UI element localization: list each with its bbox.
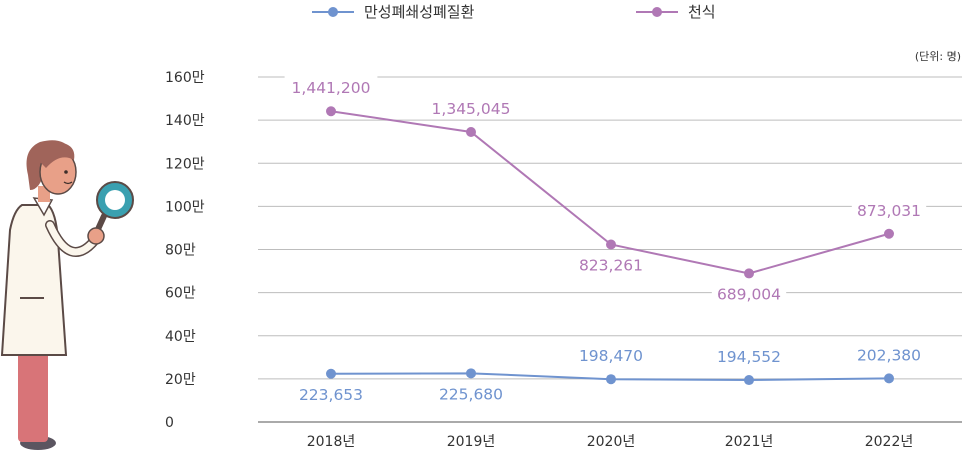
data-label: 873,031 xyxy=(857,202,921,220)
data-point xyxy=(466,127,476,137)
data-label: 823,261 xyxy=(579,256,643,274)
data-point xyxy=(606,239,616,249)
data-point xyxy=(744,375,754,385)
data-point xyxy=(744,268,754,278)
legend-label: 만성폐쇄성폐질환 xyxy=(364,3,475,21)
legend-marker xyxy=(652,7,662,17)
data-point xyxy=(884,373,894,383)
x-tick-label: 2019년 xyxy=(447,434,496,450)
legend-label: 천식 xyxy=(688,3,716,21)
data-point xyxy=(466,368,476,378)
y-tick-label: 80만 xyxy=(165,243,196,259)
legend-marker xyxy=(328,7,338,17)
x-tick-label: 2020년 xyxy=(587,434,636,450)
y-tick-label: 0 xyxy=(165,415,174,431)
doctor-with-magnifier-icon xyxy=(2,140,133,450)
y-tick-label: 160만 xyxy=(165,70,205,86)
data-point xyxy=(884,229,894,239)
data-label: 225,680 xyxy=(439,385,503,403)
data-point xyxy=(326,369,336,379)
data-label: 223,653 xyxy=(299,386,363,404)
x-tick-label: 2021년 xyxy=(725,434,774,450)
data-label: 198,470 xyxy=(579,347,643,365)
x-tick-label: 2022년 xyxy=(865,434,914,450)
y-tick-label: 40만 xyxy=(165,329,196,345)
data-point xyxy=(326,106,336,116)
y-tick-label: 120만 xyxy=(165,156,205,172)
data-label: 194,552 xyxy=(717,348,781,366)
data-label: 1,345,045 xyxy=(432,100,511,118)
unit-label: (단위: 명) xyxy=(915,50,961,63)
data-point xyxy=(606,374,616,384)
y-tick-label: 20만 xyxy=(165,372,196,388)
data-label: 202,380 xyxy=(857,346,921,364)
data-label: 1,441,200 xyxy=(292,79,371,97)
y-tick-label: 100만 xyxy=(165,199,205,215)
x-tick-label: 2018년 xyxy=(307,434,356,450)
data-label: 689,004 xyxy=(717,285,781,303)
y-tick-label: 60만 xyxy=(165,286,196,302)
y-tick-label: 140만 xyxy=(165,113,205,129)
